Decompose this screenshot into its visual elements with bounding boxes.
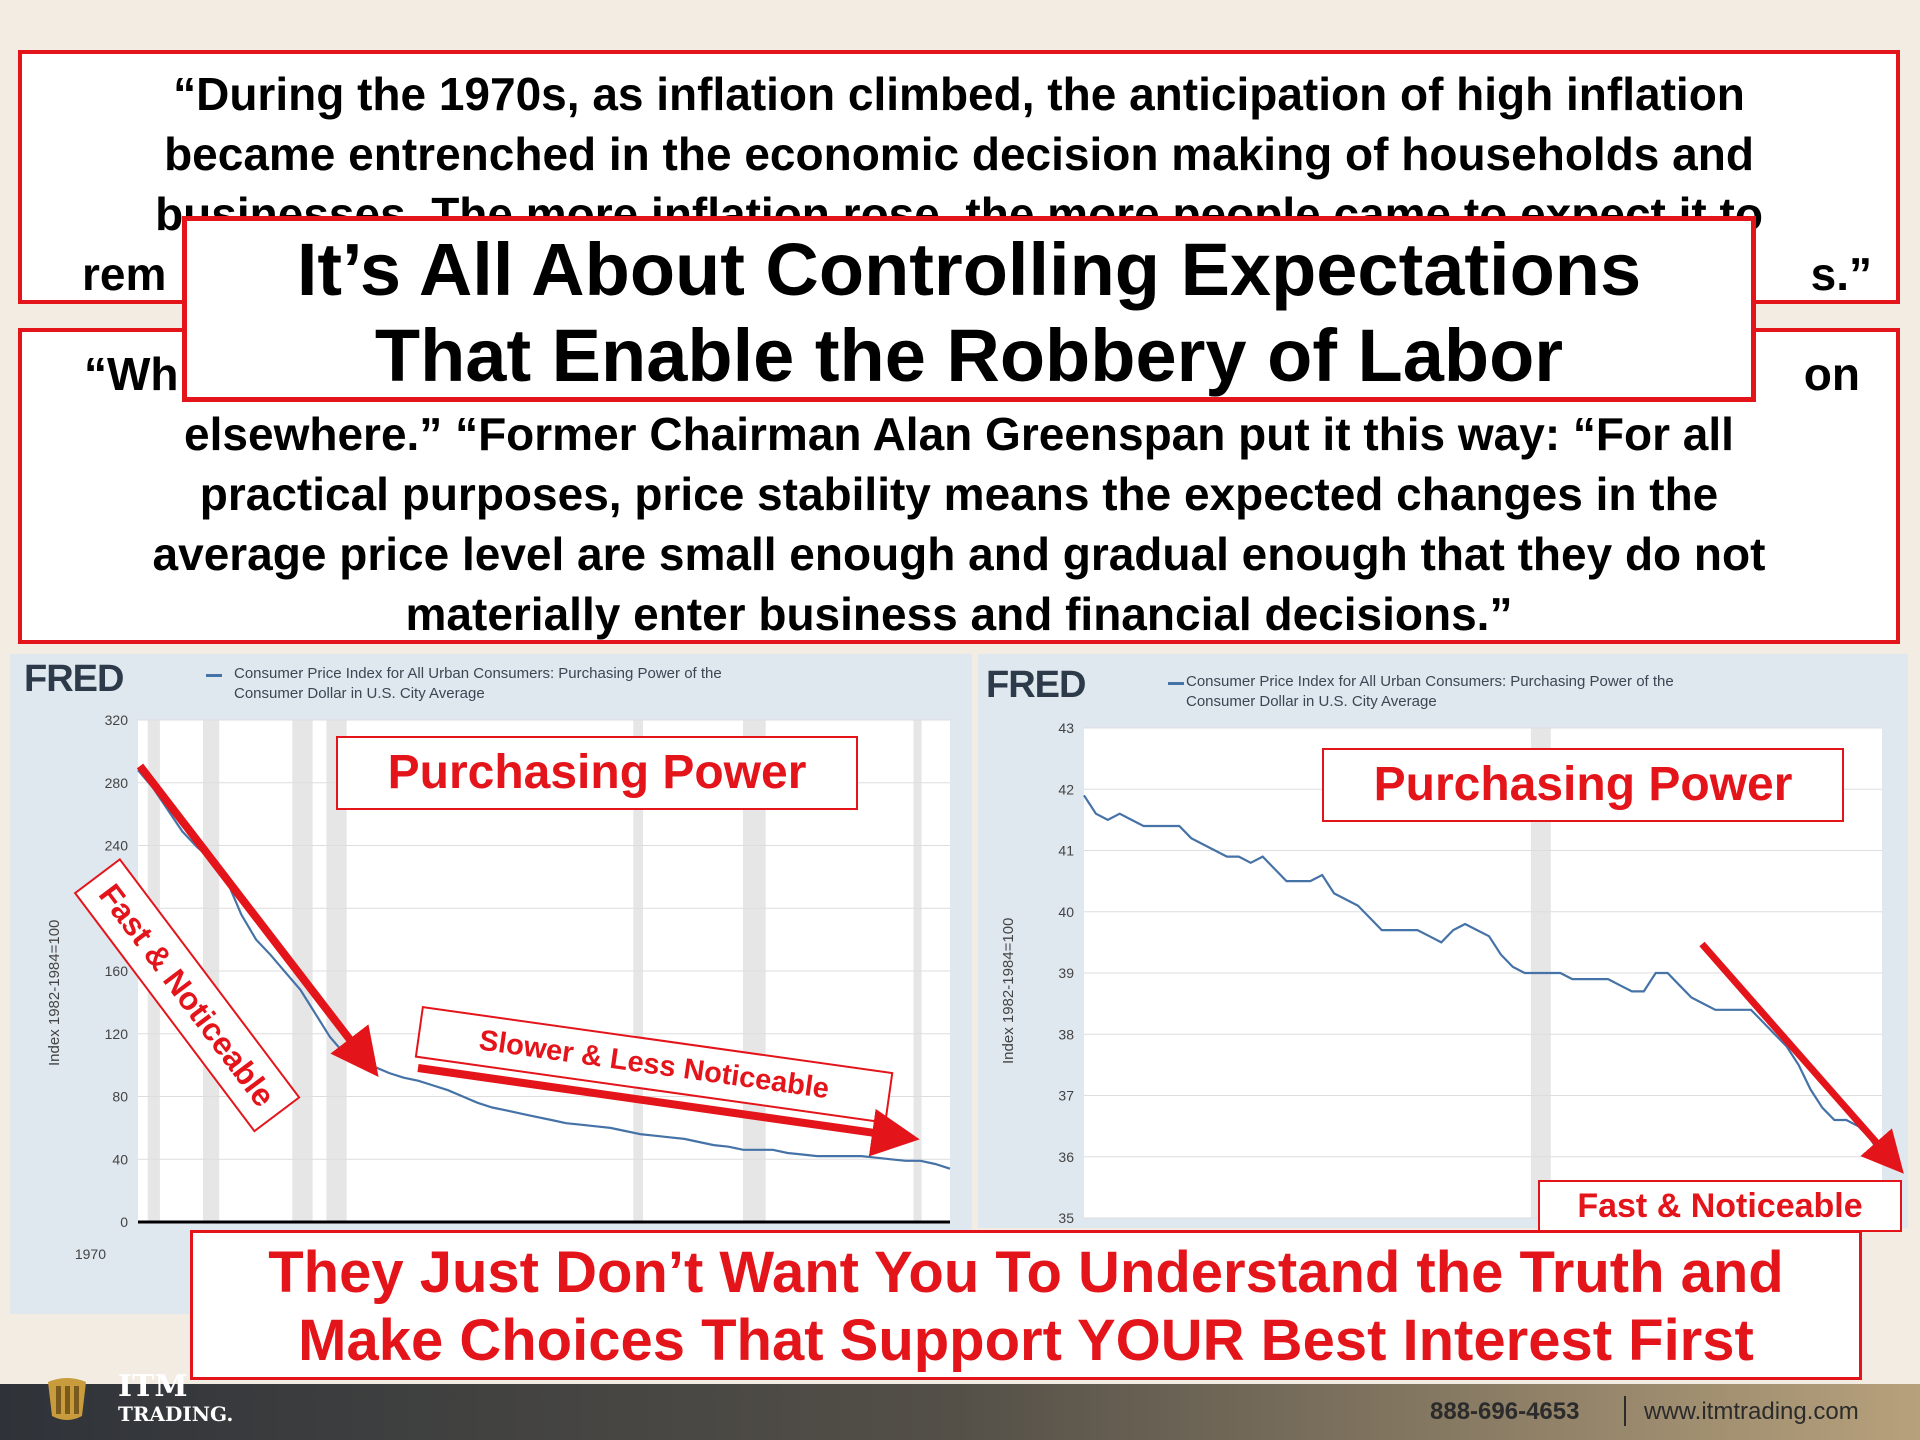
footer-phone[interactable]: 888-696-4653 [1430, 1398, 1580, 1425]
logo-text: ITM [118, 1369, 188, 1404]
chart-left-ytick-3: 120 [105, 1026, 129, 1042]
quote-mid-line3: practical purposes, price stability mean… [199, 468, 1719, 520]
headline-box: It’s All About Controlling Expectations … [182, 216, 1756, 402]
quote-mid-line5: materially enter business and financial … [405, 588, 1513, 640]
headline-line2: That Enable the Robbery of Labor [374, 314, 1564, 397]
quote-top-line4-right: s.” [1810, 248, 1872, 300]
chart-right-ytick-8: 43 [1058, 720, 1074, 736]
chart-right-ytick-0: 35 [1058, 1210, 1074, 1226]
quote-top-line1: “During the 1970s, as inflation climbed,… [173, 68, 1745, 120]
chart-right-series-line [1083, 794, 1883, 1158]
headline-line1: It’s All About Controlling Expectations [296, 228, 1642, 311]
chart-right-title-line2: Consumer Dollar in U.S. City Average [1186, 693, 1437, 710]
fred-logo-left: FRED [24, 658, 124, 700]
itm-logo-icon [48, 1378, 86, 1420]
bottom-banner-line1: They Just Don’t Want You To Understand t… [268, 1240, 1784, 1305]
chart-left-ytick-4: 160 [105, 963, 129, 979]
chart-left-ytick-8: 320 [105, 712, 129, 728]
logo-subtext: TRADING. [118, 1402, 234, 1426]
chart-left-ytick-7: 280 [105, 775, 129, 791]
chart-left-xtick: 1970 [74, 1246, 106, 1262]
footer-website-link[interactable]: www.itmtrading.com [1644, 1398, 1859, 1425]
quote-top-line4-left: rem [82, 248, 167, 300]
left-purchasing-power-label: Purchasing Power [336, 736, 858, 810]
quote-top-line2: became entrenched in the economic decisi… [164, 128, 1754, 180]
arrow-slow-left [417, 1064, 920, 1157]
right-purchasing-power-label: Purchasing Power [1322, 748, 1844, 822]
chart-right-title-line1: Consumer Price Index for All Urban Consu… [1186, 673, 1674, 690]
bottom-banner-line2: Make Choices That Support YOUR Best Inte… [298, 1308, 1754, 1373]
chart-left-title-line1: Consumer Price Index for All Urban Consu… [234, 665, 722, 682]
chart-right-ytick-5: 40 [1058, 904, 1074, 920]
chart-left-ytick-6: 240 [105, 838, 129, 854]
quote-mid-line2: elsewhere.” “Former Chairman Alan Greens… [184, 408, 1734, 460]
chart-right-ytick-4: 39 [1058, 965, 1074, 981]
chart-right-ytick-6: 41 [1058, 843, 1074, 859]
arrow-fast-right [1699, 941, 1904, 1174]
chart-right-ytick-3: 38 [1058, 1026, 1074, 1042]
chart-right-ytick-7: 42 [1058, 781, 1074, 797]
chart-left-title-line2: Consumer Dollar in U.S. City Average [234, 685, 485, 702]
footer-separator [1624, 1396, 1626, 1426]
right-fast-noticeable-label: Fast & Noticeable [1538, 1180, 1902, 1232]
quote-mid-line4: average price level are small enough and… [152, 528, 1766, 580]
arrow-fast-left [136, 763, 379, 1078]
legend-line-left [206, 674, 222, 677]
quote-mid-line1-left: “Wh [84, 348, 179, 400]
quote-mid-line1-right: on [1803, 348, 1860, 400]
chart-left-ytick-1: 40 [112, 1151, 128, 1167]
chart-left-series-line [137, 769, 951, 1170]
chart-right-ytick-2: 37 [1058, 1088, 1074, 1104]
legend-line-right [1168, 682, 1184, 685]
chart-right-ytick-1: 36 [1058, 1149, 1074, 1165]
chart-left-ytick-2: 80 [112, 1089, 128, 1105]
chart-left-ytick-0: 0 [120, 1214, 128, 1230]
footer-bar [0, 1384, 1920, 1440]
fred-logo-right: FRED [986, 664, 1086, 706]
bottom-banner: They Just Don’t Want You To Understand t… [190, 1230, 1862, 1380]
